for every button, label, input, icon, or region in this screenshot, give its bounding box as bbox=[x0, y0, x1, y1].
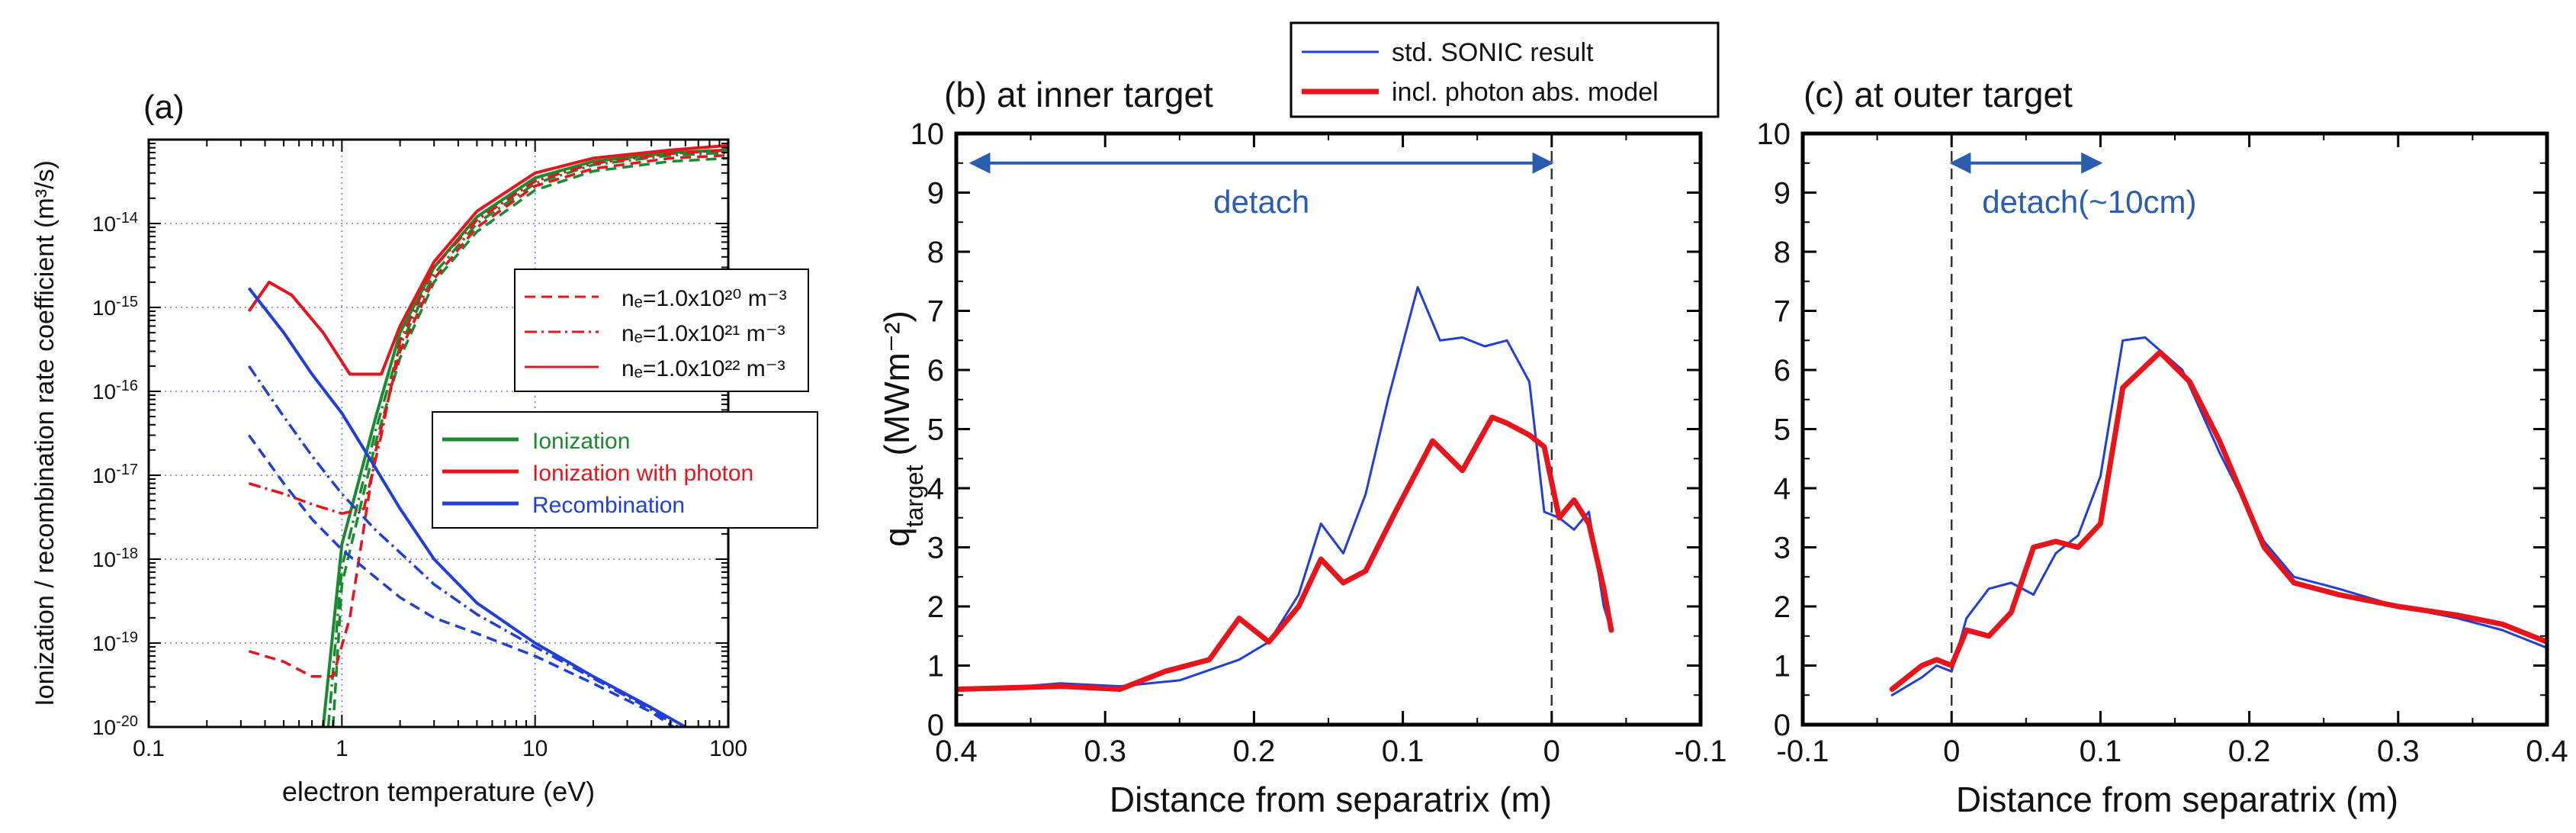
series-ionization_photon-1e21 bbox=[248, 148, 728, 515]
panel-b-series bbox=[956, 133, 1614, 725]
y-tick-label: 1 bbox=[927, 650, 944, 683]
panel-b-detach-annotation: detach bbox=[968, 152, 1554, 220]
y-tick-label: 10 bbox=[1757, 117, 1791, 151]
x-tick-label: 0.4 bbox=[935, 735, 978, 768]
panel-b-ticks: 0 1 2 3 4 5 6 7 8 9 10 0.4 0.3 0.2 0.1 0 -0.1 bbox=[911, 117, 1727, 768]
y-tick-label: 0 bbox=[927, 709, 944, 742]
series-recombination-1e22 bbox=[247, 287, 686, 727]
panel-c-frame bbox=[1800, 131, 2549, 727]
y-tick-label: 2 bbox=[1774, 590, 1791, 624]
panel-b-ylabel-q: q bbox=[877, 527, 917, 547]
y-tick-label: 5 bbox=[927, 413, 944, 447]
y-tick-label: 10-15 bbox=[92, 294, 138, 320]
x-tick-label: 0.1 bbox=[2080, 735, 2122, 768]
legend-density-1e20: nₑ=1.0x10²⁰ m⁻³ bbox=[622, 286, 787, 311]
y-tick-label: 10-18 bbox=[92, 545, 138, 571]
x-tick-label: 0.3 bbox=[2377, 735, 2420, 768]
x-tick-label: 0.4 bbox=[2526, 735, 2568, 768]
x-tick-label: 100 bbox=[709, 736, 747, 761]
y-tick-label: 2 bbox=[927, 590, 944, 624]
panel-a-density-legend: nₑ=1.0x10²⁰ m⁻³ nₑ=1.0x10²¹ m⁻³ nₑ=1.0x1… bbox=[514, 269, 809, 392]
legend-density-1e21: nₑ=1.0x10²¹ m⁻³ bbox=[622, 321, 785, 346]
series-legend-box bbox=[1290, 21, 1720, 118]
panel-a-title: (a) bbox=[143, 88, 185, 126]
y-tick-label: 10-16 bbox=[92, 378, 138, 404]
x-tick-label: 0.1 bbox=[133, 736, 165, 761]
panel-b-series-legend: std. SONIC result incl. photon abs. mode… bbox=[1290, 21, 1720, 118]
x-tick-label: 1 bbox=[336, 736, 348, 761]
panel-b-detach-label: detach bbox=[1213, 184, 1309, 220]
panel-a-ylabel: Ionization / recombination rate coeffici… bbox=[31, 160, 59, 706]
legend-density-1e22: nₑ=1.0x10²² m⁻³ bbox=[622, 356, 785, 381]
x-tick-label: 10 bbox=[522, 736, 548, 761]
series-line bbox=[1890, 336, 2547, 696]
y-tick-label: 6 bbox=[927, 354, 944, 388]
panel-a-ticks: 0.1 1 10 100 10-20 10-19 10-18 10-17 10-16 10-15 1… bbox=[92, 140, 747, 761]
x-tick-label: 0.2 bbox=[2228, 735, 2271, 768]
panel-a-series bbox=[247, 143, 728, 727]
x-tick-label: 0.3 bbox=[1084, 735, 1126, 768]
legend-std-sonic: std. SONIC result bbox=[1392, 38, 1594, 67]
series-ionization-1e21 bbox=[326, 151, 728, 727]
y-tick-label: 3 bbox=[927, 532, 944, 565]
panel-b-ylabel-sub: target bbox=[901, 465, 928, 527]
y-tick-label: 10-20 bbox=[92, 713, 138, 739]
series-ionization-1e20 bbox=[331, 156, 728, 727]
panel-c-series bbox=[1889, 133, 2547, 725]
y-tick-label: 9 bbox=[927, 177, 944, 211]
y-tick-label: 10 bbox=[911, 117, 945, 151]
y-tick-label: 8 bbox=[1774, 236, 1791, 269]
panel-b: (b) at inner target 0 1 2 3 4 5 6 7 8 9 10 0.4 0.3 0.… bbox=[877, 21, 1727, 819]
panel-b-ylabel: qtarget (MWm⁻²) bbox=[877, 310, 928, 547]
y-tick-label: 5 bbox=[1774, 413, 1791, 447]
legend-ionization: Ionization bbox=[532, 429, 630, 454]
panel-b-xlabel: Distance from separatrix (m) bbox=[1110, 780, 1552, 819]
y-tick-label: 0 bbox=[1774, 709, 1791, 742]
panel-c-detach-label: detach(~10cm) bbox=[1982, 184, 2196, 220]
x-tick-label: 0.1 bbox=[1382, 735, 1425, 768]
y-tick-label: 1 bbox=[1774, 650, 1791, 683]
y-tick-label: 10-19 bbox=[92, 629, 138, 655]
panel-b-ylabel-unit: (MWm⁻²) bbox=[877, 310, 917, 455]
panel-b-title: (b) at inner target bbox=[944, 75, 1213, 114]
panel-a-process-legend: Ionization Ionization with photon Recomb… bbox=[432, 411, 818, 529]
panel-a: (a) 0.1 1 10 100 10-20 10-19 10-18 10-17 10-16 10… bbox=[31, 88, 818, 807]
y-tick-label: 3 bbox=[1774, 532, 1791, 565]
x-tick-label: -0.1 bbox=[1675, 735, 1727, 768]
panel-c-title: (c) at outer target bbox=[1804, 75, 2073, 114]
y-tick-label: 6 bbox=[1774, 354, 1791, 388]
legend-photon-abs: incl. photon abs. model bbox=[1392, 78, 1659, 107]
panel-c-xlabel: Distance from separatrix (m) bbox=[1956, 780, 2398, 819]
y-tick-label: 7 bbox=[927, 295, 944, 329]
series-ionization_photon-1e20 bbox=[248, 153, 728, 678]
y-tick-label: 9 bbox=[1774, 177, 1791, 211]
panel-b-frame bbox=[954, 131, 1703, 727]
y-tick-label: 10-17 bbox=[92, 462, 138, 487]
y-tick-label: 4 bbox=[1774, 472, 1791, 506]
x-tick-label: 0.2 bbox=[1233, 735, 1276, 768]
panel-a-xlabel: electron temperature (eV) bbox=[282, 776, 595, 807]
x-tick-label: -0.1 bbox=[1777, 735, 1829, 768]
series-line bbox=[956, 286, 1613, 690]
legend-ionization-photon: Ionization with photon bbox=[532, 461, 753, 486]
density-legend-box bbox=[514, 269, 809, 392]
legend-recombination: Recombination bbox=[532, 493, 685, 518]
y-tick-label: 4 bbox=[927, 472, 944, 506]
series-recombination-1e20 bbox=[247, 434, 675, 727]
x-tick-label: 0 bbox=[1943, 735, 1960, 768]
y-tick-label: 8 bbox=[927, 236, 944, 269]
y-tick-label: 10-14 bbox=[92, 210, 138, 236]
series-line bbox=[1889, 349, 2547, 692]
x-tick-label: 0 bbox=[1543, 735, 1560, 768]
series-ionization_photon-1e22 bbox=[247, 143, 728, 376]
series-recombination-1e21 bbox=[247, 365, 679, 727]
series-line bbox=[956, 414, 1614, 692]
panel-c-detach-annotation: detach(~10cm) bbox=[1949, 152, 2197, 220]
y-tick-label: 7 bbox=[1774, 295, 1791, 329]
